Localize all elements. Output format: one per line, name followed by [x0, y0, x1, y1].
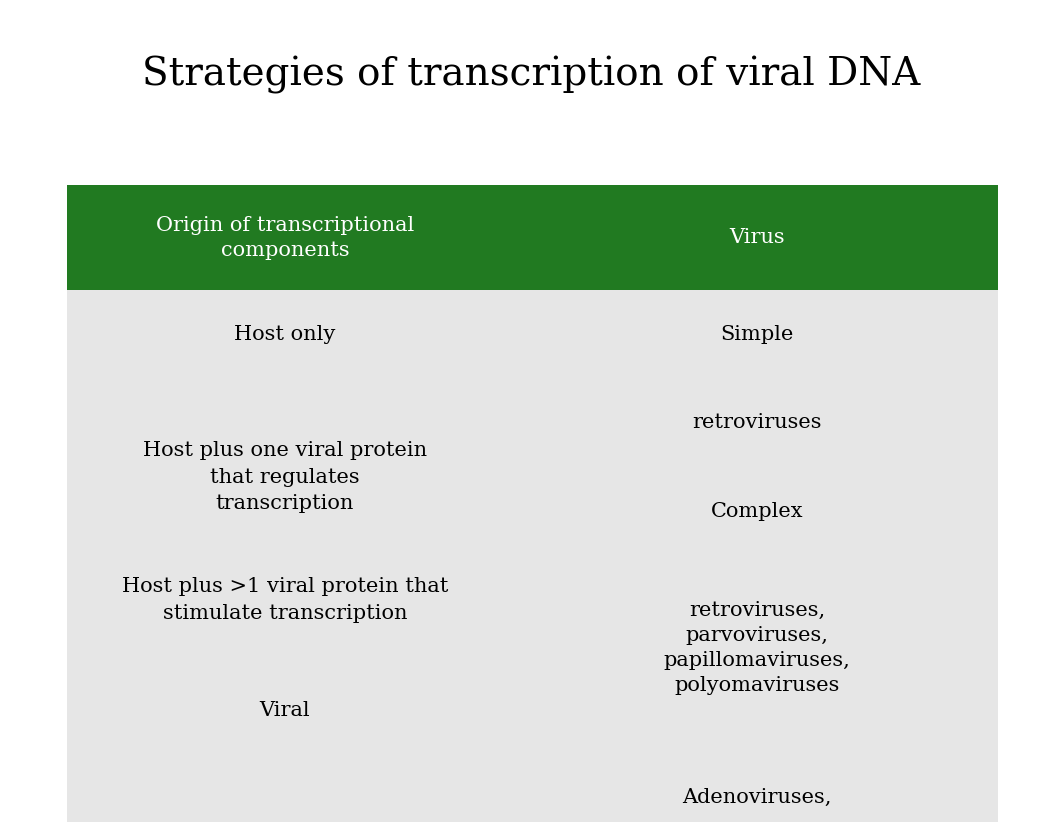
Text: Complex: Complex — [710, 501, 803, 520]
Text: Strategies of transcription of viral DNA: Strategies of transcription of viral DNA — [142, 56, 920, 94]
Text: Adenoviruses,: Adenoviruses, — [682, 787, 832, 806]
Text: retroviruses,
parvoviruses,
papillomaviruses,
polyomaviruses: retroviruses, parvoviruses, papillomavir… — [664, 601, 851, 695]
Text: Host plus >1 viral protein that
stimulate transcription: Host plus >1 viral protein that stimulat… — [122, 577, 448, 623]
Text: Origin of transcriptional
components: Origin of transcriptional components — [156, 215, 414, 260]
FancyBboxPatch shape — [67, 185, 998, 290]
Text: retroviruses: retroviruses — [692, 413, 822, 432]
Text: Host plus one viral protein
that regulates
transcription: Host plus one viral protein that regulat… — [143, 441, 427, 513]
Text: Virus: Virus — [730, 228, 785, 247]
Text: Host only: Host only — [235, 325, 336, 344]
FancyBboxPatch shape — [67, 185, 998, 822]
Text: Simple: Simple — [720, 325, 793, 344]
Text: Viral: Viral — [260, 700, 310, 719]
